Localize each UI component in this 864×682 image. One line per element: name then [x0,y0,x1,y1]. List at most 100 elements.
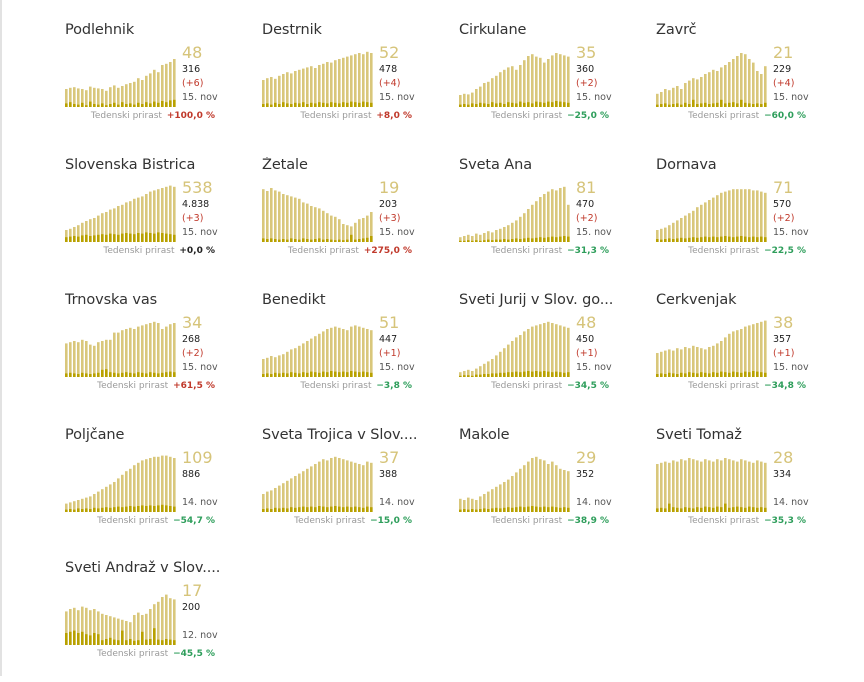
cumulative-bar [684,460,687,512]
cumulative-bar [736,461,739,512]
daily-bar [515,507,518,512]
weekly-growth: Tedenski prirast +100,0 % [91,111,215,121]
municipality-card-5[interactable]: Slovenska Bistrica 538 4.838 (+3) 15. no… [65,157,255,279]
municipality-name: Sveta Trojica v Slov.... [262,427,418,443]
daily-bar [129,639,132,645]
cumulative-bar [555,53,558,107]
daily-bar [302,506,305,512]
cumulative-bar [358,219,361,242]
cumulative-bar [760,461,763,512]
municipality-card-1[interactable]: Podlehnik 48 316 (+6) 15. nov Tedenski p… [65,22,255,144]
cumulative-bar [724,65,727,107]
municipality-card-17[interactable]: Sveti Andraž v Slov.... 17 200 12. nov T… [65,560,255,682]
daily-bar [157,232,160,242]
cumulative-bar [101,489,104,512]
cumulative-bar [93,218,96,242]
cumulative-bar [81,339,84,377]
cumulative-bar [133,329,136,377]
daily-bar [712,507,715,512]
daily-bar [145,639,148,645]
daily-bar [161,233,164,242]
cumulative-bar [664,350,667,377]
daily-bar [113,372,116,377]
municipality-name: Dornava [656,157,717,173]
daily-bar [157,373,160,377]
municipality-card-9[interactable]: Trnovska vas 34 268 (+2) 15. nov Tedensk… [65,292,255,414]
cumulative-bar [712,345,715,377]
cumulative-bar [93,494,96,512]
weekly-growth-label: Tedenski prirast [491,516,563,526]
daily-bar [145,506,148,512]
municipality-card-4[interactable]: Zavrč 21 229 (+4) 15. nov Tedenski prira… [656,22,846,144]
daily-bar [314,239,317,242]
daily-bar [117,104,120,107]
daily-bar [286,508,289,512]
left-border [0,0,2,676]
municipality-card-2[interactable]: Destrnik 52 478 (+4) 15. nov Tedenski pr… [262,22,452,144]
daily-bar [73,509,76,512]
cumulative-bar [282,483,285,512]
daily-bar [531,238,534,242]
active-cases-value: 34 [182,313,203,332]
daily-bar [680,104,683,107]
daily-bar [262,238,265,242]
daily-bar [141,104,144,107]
cumulative-bar [523,465,526,512]
daily-bar [97,234,100,242]
daily-bar [169,371,172,377]
daily-bar [559,372,562,377]
municipality-card-8[interactable]: Dornava 71 570 (+2) 15. nov Tedenski pri… [656,157,846,279]
daily-bar [672,373,675,377]
municipality-card-10[interactable]: Benedikt 51 447 (+1) 15. nov Tedenski pr… [262,292,452,414]
cumulative-bar [97,342,100,377]
municipality-card-14[interactable]: Sveta Trojica v Slov.... 37 388 14. nov … [262,427,452,549]
daily-bar [89,101,92,107]
weekly-growth: Tedenski prirast +61,5 % [97,381,215,391]
daily-bar [688,237,691,242]
daily-bar [290,372,293,377]
daily-bar [286,239,289,242]
daily-bar [736,103,739,107]
cumulative-bar [266,78,269,107]
cumulative-bar [467,94,470,107]
municipality-card-15[interactable]: Makole 29 352 14. nov Tedenski prirast −… [459,427,649,549]
daily-bar [756,371,759,377]
cumulative-bar [660,92,663,107]
municipality-name: Trnovska vas [65,292,158,308]
daily-bar [471,375,474,377]
daily-bar [660,507,663,512]
municipality-card-16[interactable]: Sveti Tomaž 28 334 14. nov Tedenski prir… [656,427,846,549]
daily-bar [543,102,546,107]
daily-bar [479,240,482,242]
cumulative-bar [145,459,148,512]
cumulative-bar [282,354,285,377]
municipality-card-7[interactable]: Sveta Ana 81 470 (+2) 15. nov Tedenski p… [459,157,649,279]
daily-bar [700,237,703,242]
municipality-card-13[interactable]: Poljčane 109 886 14. nov Tedenski priras… [65,427,255,549]
municipality-card-6[interactable]: Žetale 19 203 (+3) 15. nov Tedenski prir… [262,157,452,279]
cumulative-bar [527,461,530,512]
weekly-growth: Tedenski prirast −34,5 % [491,381,609,391]
daily-bar [89,374,92,377]
daily-bar [555,507,558,512]
daily-bar [708,507,711,512]
weekly-growth-value: +275,0 % [363,246,412,256]
cumulative-bar [270,188,273,242]
daily-bar [483,103,486,107]
municipality-card-3[interactable]: Cirkulane 35 360 (+2) 15. nov Tedenski p… [459,22,649,144]
sparkline-chart [262,51,373,107]
municipality-name: Sveti Tomaž [656,427,742,443]
cumulative-bar [77,500,80,512]
cumulative-bar [133,615,136,645]
municipality-card-12[interactable]: Cerkvenjak 38 357 (+1) 15. nov Tedenski … [656,292,846,414]
cumulative-bar [656,230,659,242]
municipality-card-11[interactable]: Sveti Jurij v Slov. go... 48 450 (+1) 15… [459,292,649,414]
daily-bar [350,507,353,512]
daily-bar [499,239,502,242]
daily-bar [724,103,727,107]
cumulative-bar [535,56,538,107]
cumulative-bar [129,83,132,107]
municipality-name: Poljčane [65,427,125,443]
cumulative-bar [334,216,337,242]
cumulative-bar [97,491,100,512]
